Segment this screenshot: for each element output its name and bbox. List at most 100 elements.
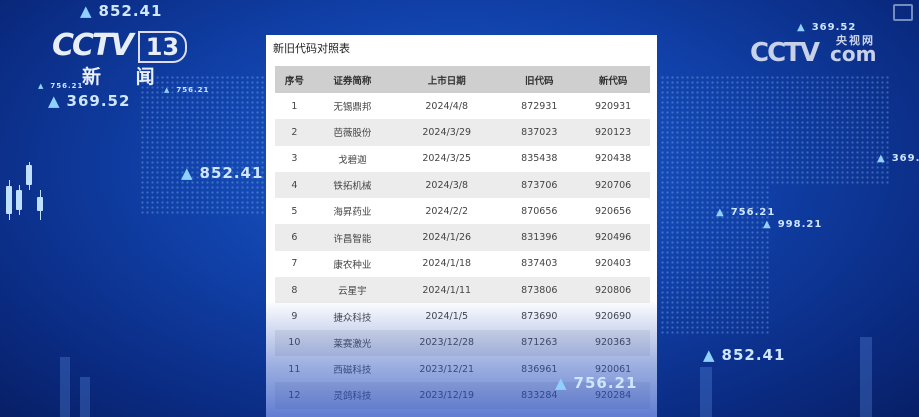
table-cell: 西磁科技 (313, 355, 391, 383)
table-cell: 920496 (576, 224, 650, 251)
table-cell: 灵鸽科技 (313, 382, 391, 409)
bar-decoration (700, 367, 712, 417)
column-header: 上市日期 (391, 66, 503, 93)
world-map-dots (140, 75, 270, 215)
table-cell: 12 (275, 382, 314, 409)
table-row: 1 无锡鼎邦 2024/4/8 872931 920931 (275, 93, 650, 120)
table-row: 5 海昇药业 2024/2/2 870656 920656 (275, 198, 650, 225)
bar-decoration (80, 377, 90, 417)
ticker: ▲ 756.21 (38, 82, 84, 90)
ticker: ▲ 998.21 (763, 219, 823, 230)
table-cell: 920656 (576, 198, 650, 225)
table-header: 序号 证券简称 上市日期 旧代码 新代码 (275, 66, 650, 93)
ticker: ▲369.52 (48, 92, 131, 110)
table-cell: 835438 (502, 145, 577, 172)
table-cell: 920690 (576, 303, 650, 330)
table-cell: 2023/12/19 (391, 382, 503, 409)
table-cell: 6 (275, 224, 314, 251)
candlestick (26, 165, 32, 185)
table-cell: 831396 (502, 224, 577, 251)
table-cell: 1 (275, 93, 314, 120)
table-cell: 872931 (502, 93, 577, 120)
world-map-dots (660, 185, 770, 335)
table-cell: 920403 (576, 250, 650, 278)
table-cell: 芭薇股份 (313, 119, 391, 146)
cctv13-logo: CCTV 13 (52, 28, 188, 63)
table-row: 8 云星宇 2024/1/11 873806 920806 (275, 277, 650, 304)
table-cell: 5 (275, 198, 314, 225)
table-row: 7 康农种业 2024/1/18 837403 920403 (275, 250, 650, 278)
table-row: 3 戈碧迦 2024/3/25 835438 920438 (275, 145, 650, 172)
table-cell: 云星宇 (313, 277, 391, 304)
table-cell: 2023/12/21 (391, 355, 503, 383)
table-cell: 2023/12/28 (391, 329, 503, 356)
code-table: 序号 证券简称 上市日期 旧代码 新代码 1 无锡鼎邦 2024/4/8 872931 9209… (275, 66, 650, 409)
table-cell: 2024/2/2 (391, 198, 503, 225)
ticker: ▲ 852.41 (181, 164, 264, 182)
cctv-com-watermark: CCTV 央视网 com (750, 34, 877, 68)
column-header: 旧代码 (502, 66, 577, 93)
world-map-dots (660, 75, 890, 185)
table-cell: 11 (275, 355, 314, 383)
table-cell: 2024/3/29 (391, 119, 503, 146)
table-cell: 2024/4/8 (391, 93, 503, 120)
table-cell: 2024/1/26 (391, 224, 503, 251)
candlestick (16, 190, 22, 210)
column-header: 证券简称 (313, 66, 391, 93)
table-cell: 837403 (502, 250, 577, 278)
column-header: 序号 (275, 66, 314, 93)
table-cell: 2024/3/8 (391, 171, 503, 199)
candlestick (6, 186, 12, 214)
table-cell: 2024/1/11 (391, 277, 503, 304)
table-row: 9 捷众科技 2024/1/5 873690 920690 (275, 303, 650, 330)
table-cell: 2024/1/5 (391, 303, 503, 330)
table-cell: 铁拓机械 (313, 171, 391, 199)
table-cell: 无锡鼎邦 (313, 93, 391, 120)
table-cell: 920123 (576, 119, 650, 146)
table-row: 2 芭薇股份 2024/3/29 837023 920123 (275, 119, 650, 146)
table-cell: 戈碧迦 (313, 145, 391, 172)
column-header: 新代码 (576, 66, 650, 93)
bar-decoration (860, 337, 872, 417)
table-cell: 康农种业 (313, 250, 391, 278)
panel-title: 新旧代码对照表 (273, 42, 350, 55)
table-cell: 4 (275, 171, 314, 199)
ticker: ▲369.52 (877, 153, 919, 164)
ticker: ▲ 756.21 (555, 374, 638, 392)
table-cell: 873706 (502, 171, 577, 199)
channel-name: 新 闻 (82, 66, 169, 88)
ticker: ▲ 756.21 (716, 207, 776, 218)
table-cell: 3 (275, 145, 314, 172)
table-cell: 2024/3/25 (391, 145, 503, 172)
fullscreen-exit-icon[interactable] (893, 4, 913, 21)
table-cell: 10 (275, 329, 314, 356)
ticker: ▲ 852.41 (703, 346, 786, 364)
table-cell: 920931 (576, 93, 650, 120)
candlestick (37, 197, 43, 211)
table-cell: 许昌智能 (313, 224, 391, 251)
table-cell: 2024/1/18 (391, 250, 503, 278)
table-cell: 捷众科技 (313, 303, 391, 330)
table-cell: 920706 (576, 171, 650, 199)
table-cell: 873806 (502, 277, 577, 304)
ticker: ▲ 756.21 (164, 86, 210, 94)
table-cell: 920806 (576, 277, 650, 304)
table-cell: 2 (275, 119, 314, 146)
table-row: 6 许昌智能 2024/1/26 831396 920496 (275, 224, 650, 251)
table-cell: 837023 (502, 119, 577, 146)
ticker: ▲ 852.41 (80, 2, 163, 20)
code-comparison-panel: 新旧代码对照表 序号 证券简称 上市日期 旧代码 新代码 1 无锡鼎邦 2024/4/8 87… (266, 35, 657, 417)
table-cell: 7 (275, 250, 314, 278)
table-cell: 920438 (576, 145, 650, 172)
table-cell: 873690 (502, 303, 577, 330)
table-row: 4 铁拓机械 2024/3/8 873706 920706 (275, 171, 650, 199)
table-cell: 9 (275, 303, 314, 330)
table-row: 10 莱赛激光 2023/12/28 871263 920363 (275, 329, 650, 356)
table-cell: 920363 (576, 329, 650, 356)
table-cell: 871263 (502, 329, 577, 356)
table-cell: 海昇药业 (313, 198, 391, 225)
ticker: ▲369.52 (797, 22, 857, 33)
table-cell: 莱赛激光 (313, 329, 391, 356)
table-cell: 8 (275, 277, 314, 304)
bar-decoration (60, 357, 70, 417)
